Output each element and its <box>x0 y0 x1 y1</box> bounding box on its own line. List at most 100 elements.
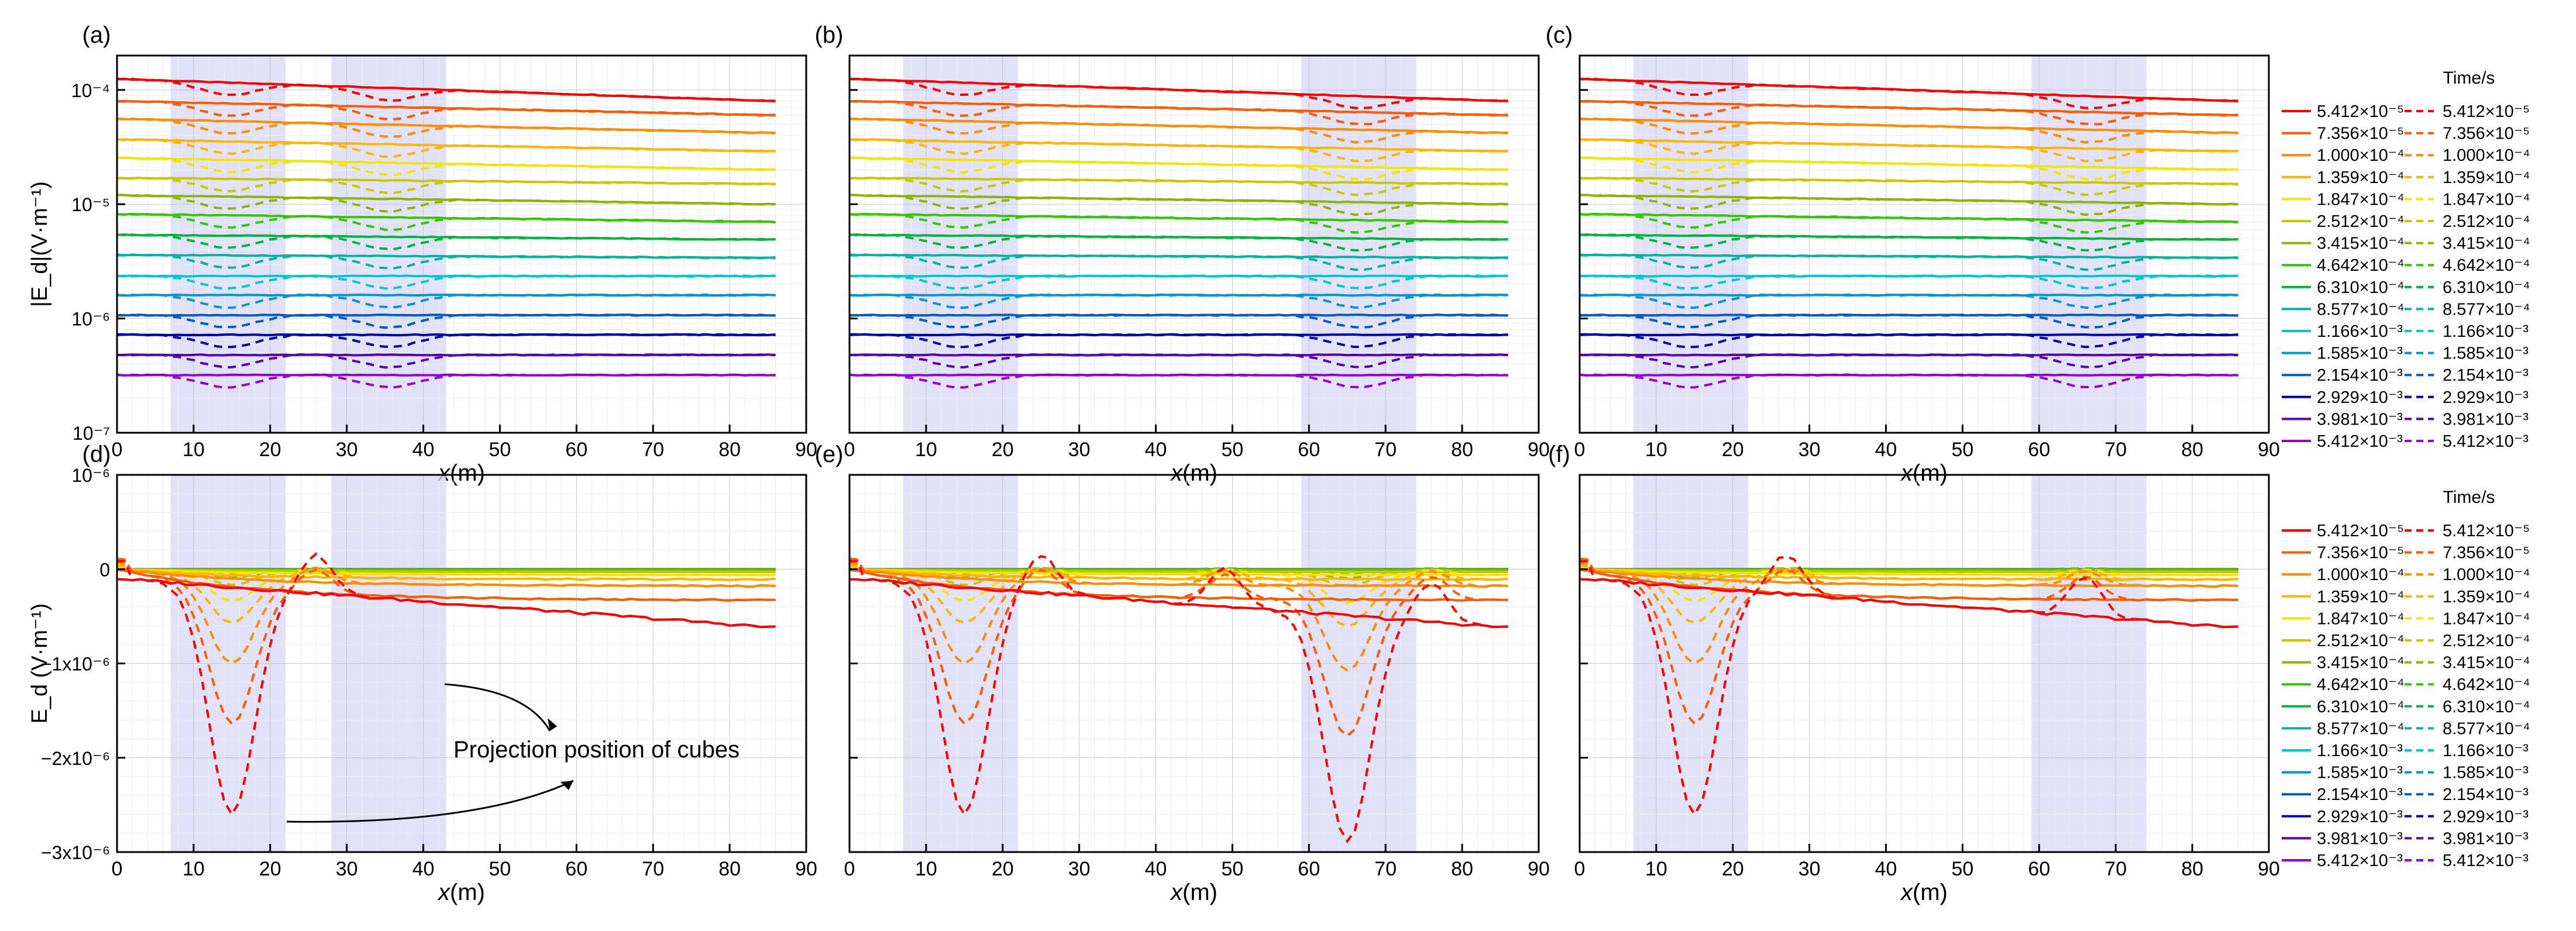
series-dashed <box>1579 194 2238 216</box>
panel-label: (f) <box>1548 442 1570 467</box>
legend-solid-label: 2.154×10⁻³ <box>2317 785 2403 804</box>
series-dashed <box>849 373 1508 389</box>
legend-dashed-label: 8.577×10⁻⁴ <box>2443 300 2530 319</box>
grid <box>1579 474 2269 853</box>
panel-b: 0 10 20 30 40 50 60 70 80 90 x(m) (b) <box>815 22 1550 486</box>
series-solid <box>1579 233 2238 242</box>
x-tick-label: 60 <box>565 439 587 461</box>
series-dashed <box>849 313 1508 329</box>
grid <box>849 474 1539 853</box>
series-dashed <box>849 561 1508 672</box>
legend-dashed-label: 5.412×10⁻⁵ <box>2443 522 2530 540</box>
series-dashed <box>849 253 1508 271</box>
x-tick-label: 90 <box>795 439 817 461</box>
panel-c: 0 10 20 30 40 50 60 70 80 90 x(m) (c) <box>1546 22 2280 486</box>
series-solid <box>850 274 1508 278</box>
legend-dashed-label: 5.412×10⁻³ <box>2443 851 2529 870</box>
series-solid <box>1579 568 2238 576</box>
legend-solid-label: 1.359×10⁻⁴ <box>2317 588 2405 606</box>
plot-frame <box>848 54 1540 434</box>
legend-dashed-label: 1.585×10⁻³ <box>2443 764 2529 782</box>
x-tick-label: 70 <box>642 858 664 880</box>
x-tick-label: 50 <box>489 858 511 880</box>
panel-e: 0 10 20 30 40 50 60 70 80 90 x(m) (e) <box>815 442 1550 905</box>
x-tick-label: 0 <box>844 439 855 461</box>
legend-dashed-label: 2.929×10⁻³ <box>2443 808 2529 826</box>
series-group <box>1579 77 2238 389</box>
legend-solid-label: 1.847×10⁻⁴ <box>2317 190 2405 209</box>
series-solid <box>1579 253 2238 259</box>
series-solid <box>1579 194 2238 206</box>
x-tick-label: 50 <box>1222 858 1244 880</box>
legend-dashed-label: 1.166×10⁻³ <box>2443 742 2529 760</box>
arrowhead <box>560 781 573 790</box>
legend-solid-label: 3.981×10⁻³ <box>2317 410 2403 429</box>
x-axis-label: x(m) <box>437 460 485 486</box>
x-tick-label: 70 <box>1374 858 1397 880</box>
legend-solid-label: 1.359×10⁻⁴ <box>2317 168 2405 187</box>
x-tick-label: 20 <box>259 858 281 880</box>
series-solid <box>116 156 776 171</box>
grid <box>849 55 1539 433</box>
series-solid <box>849 77 1508 102</box>
series-group <box>1579 556 2238 817</box>
y-tick-label: 10⁻⁶ <box>71 465 110 486</box>
series-solid <box>117 274 776 278</box>
x-axis-label: x(m) <box>1900 460 1948 486</box>
x-tick-label: 70 <box>2104 439 2127 461</box>
series-solid <box>1579 568 2238 602</box>
legend-solid-label: 5.412×10⁻⁵ <box>2317 102 2404 121</box>
series-solid <box>849 233 1508 242</box>
legend-dashed-label: 1.359×10⁻⁴ <box>2443 588 2530 606</box>
x-tick-label: 30 <box>1068 439 1091 461</box>
series-solid <box>849 194 1508 206</box>
series-solid <box>849 568 1508 588</box>
series-dashed <box>849 213 1508 234</box>
series-dashed <box>1579 293 2238 309</box>
series-solid <box>1580 353 2238 357</box>
legend-solid-label: 5.412×10⁻³ <box>2317 851 2403 870</box>
series-dashed <box>1579 313 2238 329</box>
annotation-arrow <box>444 683 551 732</box>
x-tick-label: 60 <box>2028 439 2050 461</box>
series-solid <box>116 568 776 573</box>
series-solid <box>116 568 776 576</box>
series-solid <box>849 156 1508 171</box>
series-solid <box>116 253 776 259</box>
x-tick-label: 40 <box>1875 439 1897 461</box>
series-dashed <box>1579 138 2238 163</box>
series-dashed <box>849 566 1508 605</box>
legend-title: Time/s <box>2443 488 2495 507</box>
series-solid <box>849 99 1508 116</box>
series-solid <box>849 568 1508 602</box>
x-tick-label: 0 <box>112 858 123 880</box>
x-tick-label: 10 <box>915 858 937 880</box>
series-dashed <box>1579 213 2238 234</box>
series-solid <box>849 568 1508 581</box>
series-solid <box>849 118 1508 135</box>
x-tick-label: 10 <box>1645 858 1667 880</box>
series-dashed <box>1579 253 2238 271</box>
series-dashed <box>849 194 1508 216</box>
series-solid <box>1579 568 2238 588</box>
panel-a: 0 10 20 30 40 50 60 70 80 90 x(m) (a) 10⁻⁴ 10⁻⁵ 10⁻⁶ 10… <box>27 22 817 486</box>
legend-dashed-label: 1.000×10⁻⁴ <box>2443 566 2530 584</box>
panel-d: 0 10 20 30 40 50 60 70 80 90x(m)(d)10⁻⁶0−1x10⁻⁶−2… <box>27 442 817 905</box>
series-solid <box>116 118 776 135</box>
series-solid <box>1579 568 2238 573</box>
legend-dashed-label: 1.166×10⁻³ <box>2443 322 2529 341</box>
x-tick-label: 40 <box>1145 439 1167 461</box>
series-solid <box>117 353 776 357</box>
series-dashed <box>1580 333 2238 349</box>
series-dashed <box>850 333 1508 349</box>
x-tick-label: 90 <box>2258 439 2280 461</box>
grid <box>116 55 807 433</box>
series-solid <box>1579 156 2238 171</box>
legend-title: Time/s <box>2443 68 2495 88</box>
x-axis-label: x(m) <box>1170 460 1218 486</box>
x-tick-label: 20 <box>1722 439 1744 461</box>
legend-solid-label: 8.577×10⁻⁴ <box>2317 300 2405 319</box>
x-tick-label: 40 <box>1875 858 1897 880</box>
series-solid <box>1579 77 2238 102</box>
